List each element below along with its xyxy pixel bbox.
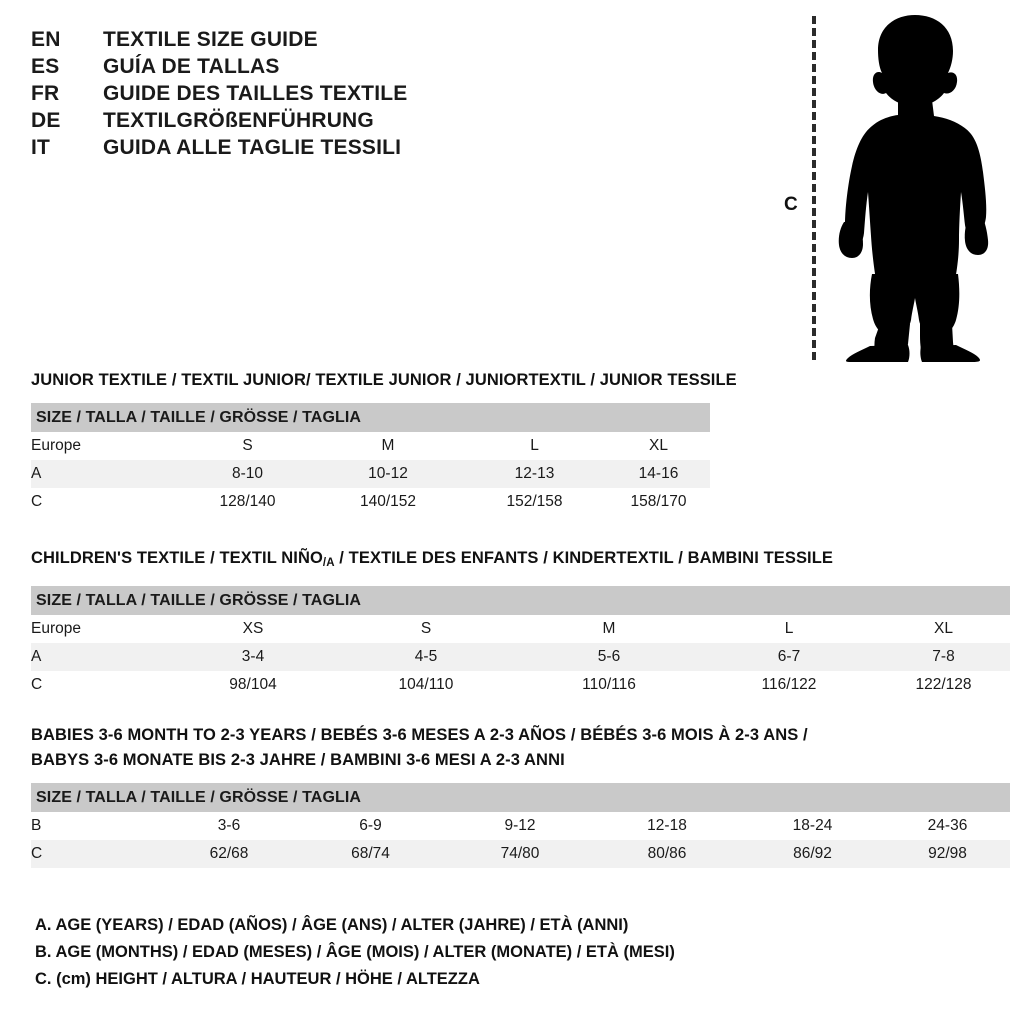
row-value: 86/92: [740, 840, 885, 868]
row-value: M: [517, 615, 701, 643]
height-measurement-figure: C: [762, 12, 1017, 362]
language-title: TEXTILE SIZE GUIDE: [103, 28, 318, 51]
section-title-part1: CHILDREN'S TEXTILE / TEXTIL NIÑO: [31, 549, 323, 567]
row-value: 140/152: [314, 488, 462, 516]
table-row: A 3-4 4-5 5-6 6-7 7-8: [31, 643, 1010, 671]
language-title: GUÍA DE TALLAS: [103, 55, 280, 78]
language-title-list: EN TEXTILE SIZE GUIDE ES GUÍA DE TALLAS …: [31, 28, 451, 163]
row-value: 68/74: [295, 840, 446, 868]
row-value: S: [181, 432, 314, 460]
row-value: 6-9: [295, 812, 446, 840]
row-value: L: [462, 432, 607, 460]
language-title: GUIDA ALLE TAGLIE TESSILI: [103, 136, 402, 159]
table-row: C 128/140 140/152 152/158 158/170: [31, 488, 711, 516]
table-row: Europe XS S M L XL: [31, 615, 1010, 643]
junior-size-table: SIZE / TALLA / TAILLE / GRÖSSE / TAGLIA …: [31, 403, 711, 516]
row-value: 12-13: [462, 460, 607, 488]
babies-size-table: SIZE / TALLA / TAILLE / GRÖSSE / TAGLIA …: [31, 783, 1010, 868]
height-measure-label: C: [784, 194, 798, 215]
table-row: A 8-10 10-12 12-13 14-16: [31, 460, 711, 488]
row-label: A: [31, 643, 171, 671]
table-row: C 98/104 104/110 110/116 116/122 122/128: [31, 671, 1010, 699]
row-value: 98/104: [171, 671, 335, 699]
row-label: C: [31, 840, 163, 868]
child-silhouette-icon: [838, 15, 989, 362]
table-row: C 62/68 68/74 74/80 80/86 86/92 92/98: [31, 840, 1010, 868]
row-value: 18-24: [740, 812, 885, 840]
legend-line-a: A. AGE (YEARS) / EDAD (AÑOS) / ÂGE (ANS)…: [35, 916, 629, 934]
table-header-label: SIZE / TALLA / TAILLE / GRÖSSE / TAGLIA: [31, 783, 1010, 812]
section-title-part2: / TEXTILE DES ENFANTS / KINDERTEXTIL / B…: [334, 549, 834, 567]
section-junior-textile: JUNIOR TEXTILE / TEXTIL JUNIOR/ TEXTILE …: [31, 368, 737, 516]
language-row: IT GUIDA ALLE TAGLIE TESSILI: [31, 136, 451, 163]
row-label: B: [31, 812, 163, 840]
table-header-label: SIZE / TALLA / TAILLE / GRÖSSE / TAGLIA: [31, 586, 1010, 615]
row-value: 5-6: [517, 643, 701, 671]
row-value: 3-4: [171, 643, 335, 671]
row-value: 9-12: [446, 812, 594, 840]
row-value: 158/170: [607, 488, 711, 516]
row-value: 7-8: [877, 643, 1010, 671]
table-row: Europe S M L XL: [31, 432, 711, 460]
section-title-line2: BABYS 3-6 MONATE BIS 2-3 JAHRE / BAMBINI…: [31, 751, 565, 769]
language-title: TEXTILGRÖßENFÜHRUNG: [103, 109, 374, 132]
section-babies-textile: BABIES 3-6 MONTH TO 2-3 YEARS / BEBÉS 3-…: [31, 723, 1010, 868]
language-row: ES GUÍA DE TALLAS: [31, 55, 451, 82]
section-title-subscript: /A: [322, 557, 335, 569]
row-value: 116/122: [701, 671, 877, 699]
row-value: 10-12: [314, 460, 462, 488]
table-header-row: SIZE / TALLA / TAILLE / GRÖSSE / TAGLIA: [31, 403, 711, 432]
table-header-row: SIZE / TALLA / TAILLE / GRÖSSE / TAGLIA: [31, 586, 1010, 615]
row-value: XS: [171, 615, 335, 643]
language-code: IT: [31, 136, 51, 159]
legend-line-c: C. (cm) HEIGHT / ALTURA / HAUTEUR / HÖHE…: [35, 970, 480, 988]
measurement-legend: A. AGE (YEARS) / EDAD (AÑOS) / ÂGE (ANS)…: [35, 912, 675, 993]
row-value: 122/128: [877, 671, 1010, 699]
vertical-dashed-height-line: [812, 16, 816, 360]
row-value: 14-16: [607, 460, 711, 488]
row-value: 128/140: [181, 488, 314, 516]
language-title: GUIDE DES TAILLES TEXTILE: [103, 82, 408, 105]
row-value: 8-10: [181, 460, 314, 488]
table-row: B 3-6 6-9 9-12 12-18 18-24 24-36: [31, 812, 1010, 840]
row-value: 80/86: [594, 840, 740, 868]
language-row: DE TEXTILGRÖßENFÜHRUNG: [31, 109, 451, 136]
legend-line-b: B. AGE (MONTHS) / EDAD (MESES) / ÂGE (MO…: [35, 943, 675, 961]
row-label: C: [31, 671, 171, 699]
row-value: 24-36: [885, 812, 1010, 840]
row-value: 3-6: [163, 812, 295, 840]
language-code: EN: [31, 28, 61, 51]
row-label: Europe: [31, 615, 171, 643]
row-value: 92/98: [885, 840, 1010, 868]
row-value: M: [314, 432, 462, 460]
row-value: L: [701, 615, 877, 643]
section-title: JUNIOR TEXTILE / TEXTIL JUNIOR/ TEXTILE …: [31, 371, 737, 389]
table-header-label: SIZE / TALLA / TAILLE / GRÖSSE / TAGLIA: [31, 403, 711, 432]
row-value: 74/80: [446, 840, 594, 868]
row-value: 110/116: [517, 671, 701, 699]
language-code: ES: [31, 55, 60, 78]
row-value: 4-5: [335, 643, 517, 671]
language-code: FR: [31, 82, 60, 105]
row-value: 62/68: [163, 840, 295, 868]
language-code: DE: [31, 109, 61, 132]
language-row: FR GUIDE DES TAILLES TEXTILE: [31, 82, 451, 109]
row-value: 6-7: [701, 643, 877, 671]
row-label: Europe: [31, 432, 181, 460]
language-row: EN TEXTILE SIZE GUIDE: [31, 28, 451, 55]
section-title: CHILDREN'S TEXTILE / TEXTIL NIÑO/A / TEX…: [31, 546, 1010, 576]
row-label: A: [31, 460, 181, 488]
row-value: XL: [877, 615, 1010, 643]
row-value: XL: [607, 432, 711, 460]
row-value: 152/158: [462, 488, 607, 516]
row-value: 104/110: [335, 671, 517, 699]
table-header-row: SIZE / TALLA / TAILLE / GRÖSSE / TAGLIA: [31, 783, 1010, 812]
children-size-table: SIZE / TALLA / TAILLE / GRÖSSE / TAGLIA …: [31, 586, 1010, 699]
section-childrens-textile: CHILDREN'S TEXTILE / TEXTIL NIÑO/A / TEX…: [31, 546, 1010, 699]
row-value: S: [335, 615, 517, 643]
row-value: 12-18: [594, 812, 740, 840]
row-label: C: [31, 488, 181, 516]
section-title-line1: BABIES 3-6 MONTH TO 2-3 YEARS / BEBÉS 3-…: [31, 726, 808, 744]
